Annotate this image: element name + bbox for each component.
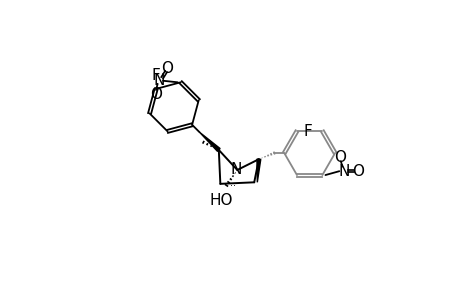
Polygon shape	[199, 132, 220, 152]
Text: HO: HO	[209, 193, 232, 208]
Text: O: O	[161, 61, 173, 76]
Text: ··: ··	[229, 181, 235, 191]
Text: O: O	[333, 150, 345, 165]
Text: F: F	[302, 124, 311, 139]
Text: O: O	[150, 87, 162, 102]
Text: O: O	[351, 164, 363, 179]
Text: N: N	[337, 164, 349, 179]
Text: N: N	[153, 73, 164, 88]
Text: N: N	[230, 163, 242, 178]
Polygon shape	[257, 159, 260, 182]
Text: F: F	[151, 68, 160, 83]
